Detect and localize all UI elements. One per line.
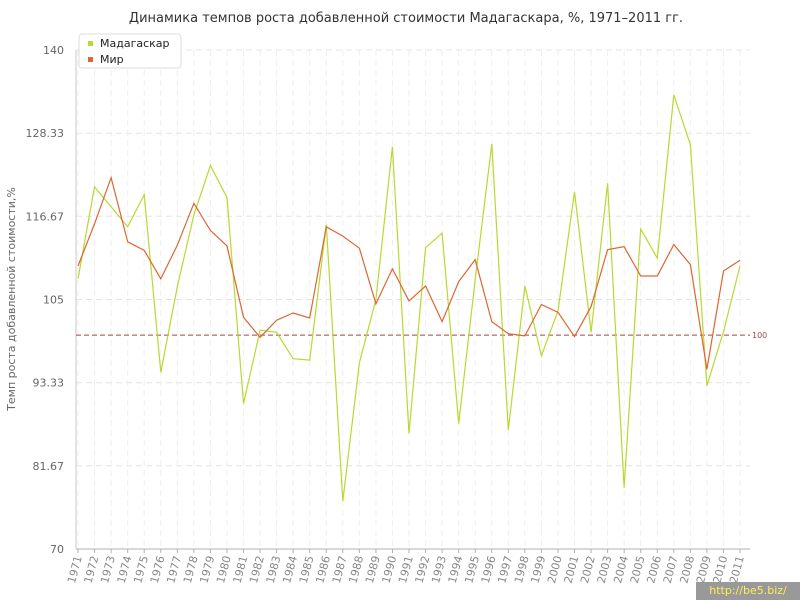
x-axis: 1971197219731974197519761977197819791980…	[65, 549, 747, 585]
series-world	[77, 175, 741, 370]
x-tick-label: 2011	[727, 554, 747, 584]
y-tick-label: 81.67	[33, 460, 65, 473]
y-tick-label: 70	[50, 543, 64, 556]
y-tick-label: 140	[43, 44, 64, 57]
watermark: http://be5.biz/	[696, 582, 800, 600]
legend-label-madagascar: Мадагаскар	[100, 37, 170, 50]
legend-box	[78, 33, 182, 69]
chart-title: Динамика темпов роста добавленной стоимо…	[129, 11, 683, 26]
legend-swatch-world	[88, 57, 93, 62]
legend: Мадагаскар Мир	[78, 33, 182, 69]
y-tick-label: 116.67	[26, 210, 65, 223]
reference-line-label: 100	[752, 331, 767, 340]
y-axis: 70 81.67 93.33 105 116.67 128.33 140	[26, 44, 65, 556]
series-madagascar	[77, 94, 741, 502]
legend-swatch-madagascar	[88, 41, 93, 46]
legend-label-world: Мир	[100, 53, 124, 66]
y-tick-label: 105	[43, 294, 64, 307]
y-tick-label: 128.33	[26, 127, 65, 140]
y-tick-label: 93.33	[33, 377, 65, 390]
y-axis-label: Темп роста добавленной стоимости,%	[5, 187, 18, 412]
series-group	[77, 94, 741, 502]
